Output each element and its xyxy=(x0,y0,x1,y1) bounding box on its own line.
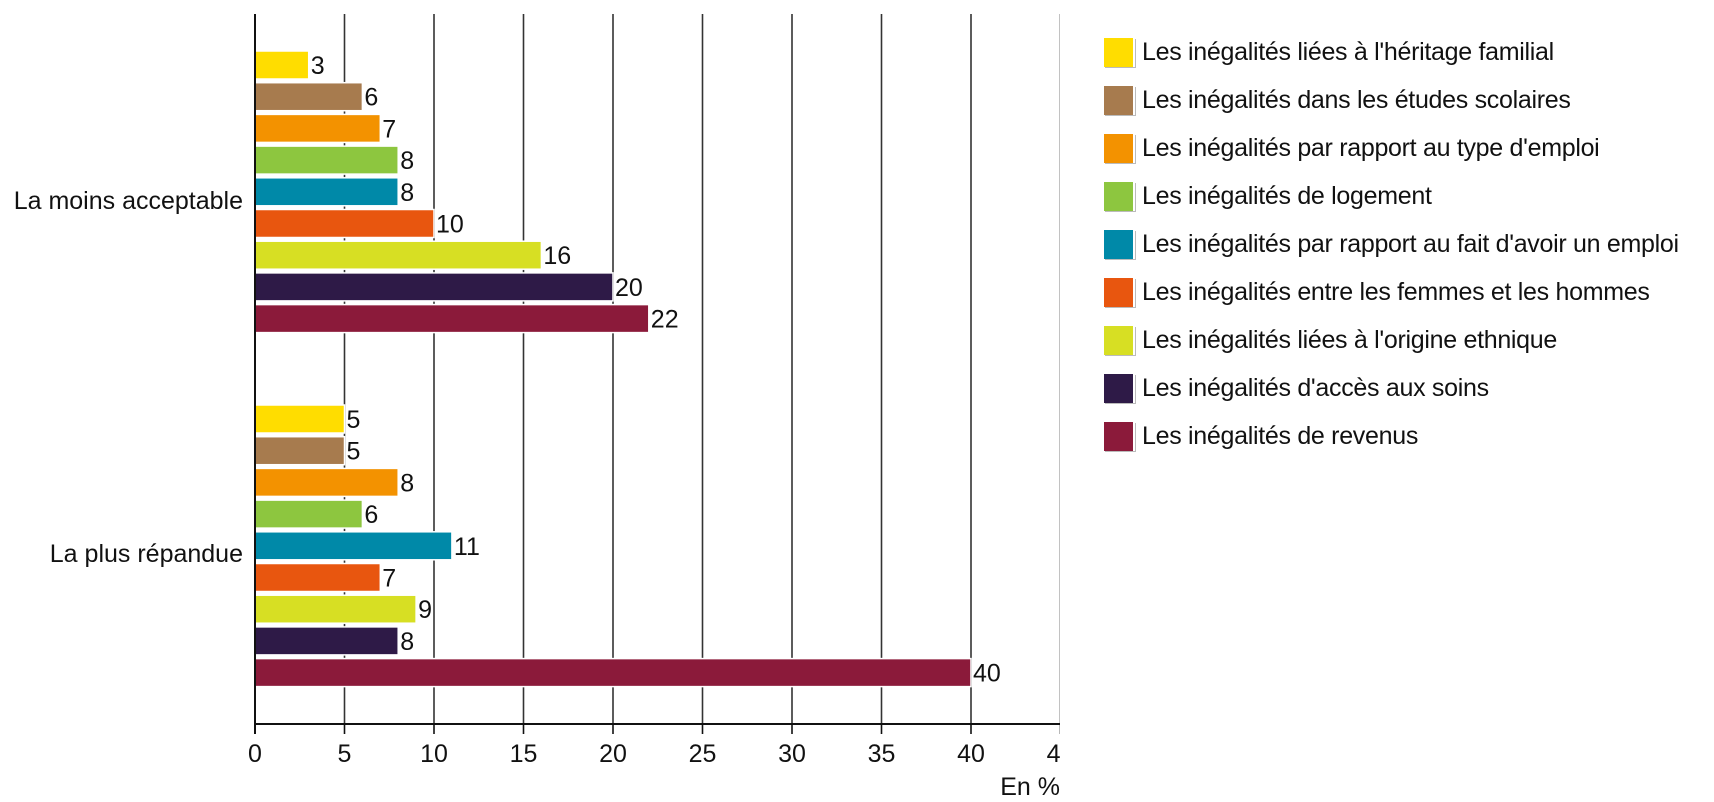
bar xyxy=(254,113,382,144)
legend-item: Les inégalités liées à l'héritage famili… xyxy=(1104,28,1679,76)
legend-label: Les inégalités de revenus xyxy=(1142,421,1419,450)
legend-item: Les inégalités d'accès aux soins xyxy=(1104,364,1679,412)
bar-value-label: 7 xyxy=(382,565,396,593)
bar-value-label: 5 xyxy=(347,406,361,434)
legend-swatch xyxy=(1104,373,1135,403)
bar-value-label: 16 xyxy=(543,242,571,270)
x-tick-label: 15 xyxy=(510,740,538,768)
legend-label: Les inégalités de logement xyxy=(1142,181,1432,210)
bar xyxy=(254,562,382,593)
legend-label: Les inégalités d'accès aux soins xyxy=(1142,373,1489,402)
category-label: La moins acceptable xyxy=(14,187,243,215)
legend-swatch xyxy=(1104,181,1135,211)
bar-value-label: 40 xyxy=(973,660,1001,688)
legend-item: Les inégalités entre les femmes et les h… xyxy=(1104,268,1679,316)
gridlines xyxy=(343,14,1060,724)
bar xyxy=(254,208,435,239)
legend-label: Les inégalités par rapport au fait d'avo… xyxy=(1142,229,1679,258)
bar xyxy=(254,81,364,112)
bar xyxy=(254,177,399,207)
x-axis: 051015202530354045 xyxy=(248,14,1060,768)
legend-item: Les inégalités dans les études scolaires xyxy=(1104,76,1679,124)
legend-swatch xyxy=(1104,37,1135,67)
bar xyxy=(254,435,346,466)
bar-value-label: 6 xyxy=(364,84,378,112)
bar xyxy=(254,272,614,302)
bars xyxy=(254,50,972,688)
bar xyxy=(254,303,650,334)
bar xyxy=(254,145,399,175)
bar xyxy=(254,467,399,498)
x-axis-title: En % xyxy=(1000,773,1060,801)
bar xyxy=(254,657,972,688)
bar xyxy=(254,499,364,529)
x-tick-label: 0 xyxy=(248,740,262,768)
legend-item: Les inégalités par rapport au fait d'avo… xyxy=(1104,220,1679,268)
legend-label: Les inégalités dans les études scolaires xyxy=(1142,85,1571,114)
bar xyxy=(254,50,310,80)
bar-value-label: 8 xyxy=(400,628,414,656)
legend-label: Les inégalités liées à l'origine ethniqu… xyxy=(1142,325,1557,354)
x-tick-label: 30 xyxy=(778,740,806,768)
bar-value-label: 10 xyxy=(436,211,464,239)
bar-value-label: 8 xyxy=(400,469,414,497)
legend-swatch xyxy=(1104,277,1135,307)
bar xyxy=(254,404,346,434)
legend-item: Les inégalités de logement xyxy=(1104,172,1679,220)
x-tick-label: 20 xyxy=(599,740,627,768)
x-tick-label: 40 xyxy=(957,740,985,768)
legend-item: Les inégalités de revenus xyxy=(1104,412,1679,460)
legend-swatch xyxy=(1104,133,1135,163)
bar-value-label: 11 xyxy=(454,533,480,561)
bar-value-label: 7 xyxy=(382,115,396,143)
x-tick-label: 25 xyxy=(689,740,717,768)
bar-value-label: 6 xyxy=(364,501,378,529)
bar xyxy=(254,240,543,270)
bar xyxy=(254,626,399,656)
x-tick-label: 5 xyxy=(338,740,352,768)
legend-label: Les inégalités par rapport au type d'emp… xyxy=(1142,133,1600,162)
legend-swatch xyxy=(1104,229,1135,259)
bar xyxy=(254,594,417,624)
bar-value-label: 22 xyxy=(651,306,679,334)
bar-value-label: 8 xyxy=(400,147,414,175)
x-tick-label: 10 xyxy=(420,740,448,768)
bar-value-label: 20 xyxy=(615,274,643,302)
bar-value-label: 8 xyxy=(400,179,414,207)
legend: Les inégalités liées à l'héritage famili… xyxy=(1104,28,1679,460)
legend-swatch xyxy=(1104,85,1135,115)
bar-value-label: 9 xyxy=(418,596,432,624)
category-label: La plus répandue xyxy=(50,540,243,568)
legend-item: Les inégalités liées à l'origine ethniqu… xyxy=(1104,316,1679,364)
category-labels: La moins acceptable La plus répandue xyxy=(14,187,243,568)
bar-value-label: 3 xyxy=(311,52,325,80)
x-tick-label: 45 xyxy=(1047,740,1060,768)
x-tick-label: 35 xyxy=(868,740,896,768)
legend-item: Les inégalités par rapport au type d'emp… xyxy=(1104,124,1679,172)
legend-swatch xyxy=(1104,325,1135,355)
bar xyxy=(254,531,453,561)
bar-value-label: 5 xyxy=(347,438,361,466)
legend-label: Les inégalités liées à l'héritage famili… xyxy=(1142,37,1554,66)
legend-label: Les inégalités entre les femmes et les h… xyxy=(1142,277,1650,306)
legend-swatch xyxy=(1104,421,1135,451)
